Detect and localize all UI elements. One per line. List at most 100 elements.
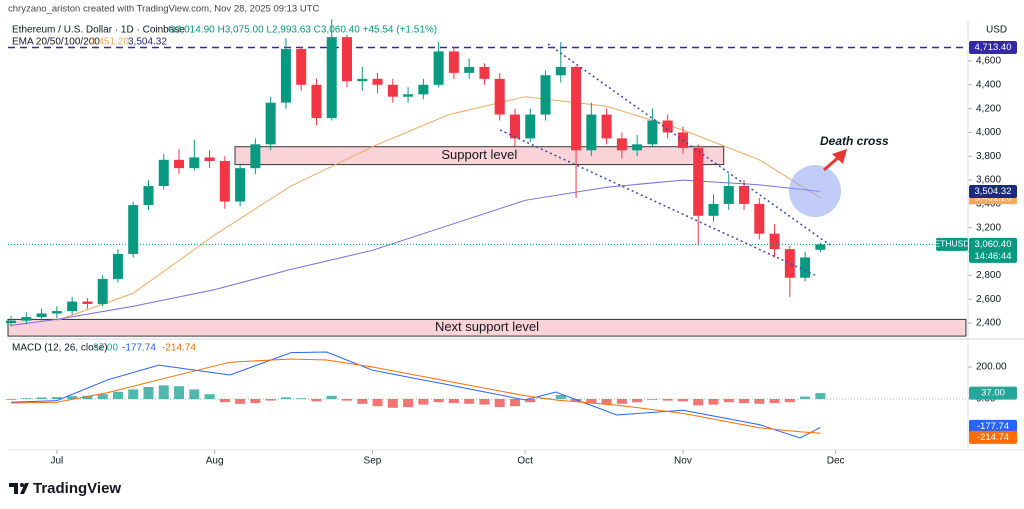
y-tick-label: 3,200 <box>976 222 1001 233</box>
candle-body <box>555 66 566 76</box>
histogram-bar <box>464 398 475 404</box>
last-price-bg <box>969 237 1017 263</box>
histogram-bar <box>754 398 765 404</box>
histogram-bar <box>6 398 17 400</box>
histogram-bar <box>311 398 322 402</box>
ema-line <box>56 96 821 322</box>
candle-body <box>342 37 353 82</box>
currency: USD <box>986 25 1007 36</box>
candle-body <box>723 186 734 204</box>
death-cross-marker <box>789 165 841 217</box>
histogram-label-bg <box>969 386 1017 400</box>
candle-body <box>525 114 536 139</box>
candle-body <box>67 301 78 312</box>
histogram-bar <box>82 395 93 399</box>
histogram-bar <box>280 397 291 399</box>
y-tick-label: 2,800 <box>976 270 1001 281</box>
macd-value: -177.74 <box>122 343 156 354</box>
y-tick-label: 4,200 <box>976 103 1001 114</box>
logo-icon <box>9 483 29 494</box>
macd-title: MACD (12, 26, close) <box>12 343 108 354</box>
symbol: Ethereum / U.S. Dollar · 1D · Coinbase <box>12 25 185 36</box>
macd-label-bg <box>969 419 1017 433</box>
zone-label: Next support level <box>435 319 539 334</box>
histogram-label: 37.00 <box>981 388 1005 399</box>
x-tick-label: Jul <box>50 456 63 467</box>
histogram-bar <box>616 398 627 404</box>
zone-label: Support level <box>441 147 517 162</box>
candle-body <box>784 249 795 278</box>
histogram-bar <box>112 391 123 399</box>
candle-body <box>265 102 276 145</box>
histogram-bar <box>372 398 383 407</box>
macd-line <box>11 358 821 434</box>
histogram-bar <box>723 398 734 403</box>
histogram-bar <box>494 398 505 407</box>
brand: TradingView <box>33 480 121 497</box>
candle-body <box>112 253 123 279</box>
candle-body <box>479 66 490 79</box>
macd-label-bg <box>969 430 1017 444</box>
histogram-bar <box>296 398 307 399</box>
candle-body <box>21 317 32 321</box>
histogram-bar <box>403 398 414 407</box>
candle-body <box>189 157 200 169</box>
candle-body <box>433 51 444 85</box>
candle-body <box>158 159 169 187</box>
logo-dot <box>20 483 24 487</box>
y-tick-label: 4,600 <box>976 56 1001 67</box>
candle-body <box>128 205 139 254</box>
candle-body <box>662 120 673 133</box>
indicator-value: 3,504.32 <box>128 37 167 48</box>
histogram-bar <box>784 398 795 403</box>
x-tick-label: Sep <box>364 456 382 467</box>
candle-body <box>219 161 230 202</box>
candle-body <box>815 244 826 250</box>
histogram-bar <box>418 398 429 405</box>
candle-body <box>6 320 17 323</box>
histogram-bar <box>97 394 108 399</box>
y-tick-label: 3,800 <box>976 151 1001 162</box>
candle-body <box>632 144 643 151</box>
histogram-bar <box>250 398 261 403</box>
candle-body <box>586 114 597 151</box>
candle-body <box>280 49 291 103</box>
candle-body <box>174 159 185 169</box>
x-tick-label: Aug <box>206 456 224 467</box>
macd-label: -177.74 <box>977 421 1009 432</box>
plot-layer: 2,4002,6002,8003,0003,2003,4003,6003,800… <box>6 19 1017 467</box>
indicator: EMA 20/50/100/200 <box>12 37 100 48</box>
macd-label: -214.74 <box>977 432 1009 443</box>
histogram-bar <box>143 387 154 399</box>
histogram-bar <box>632 398 643 403</box>
ema-label: 3,504.32 <box>975 186 1012 197</box>
histogram-bar <box>204 394 215 399</box>
candle-body <box>616 138 627 151</box>
candle-body <box>204 157 215 162</box>
candle-body <box>387 84 398 97</box>
high-line-label: 4,713.40 <box>975 42 1012 53</box>
y-tick-label: 3,600 <box>976 175 1001 186</box>
zone <box>234 146 725 166</box>
candle-body <box>800 257 811 278</box>
histogram-bar <box>693 398 704 406</box>
y-tick-label: 2,400 <box>976 318 1001 329</box>
histogram-bar <box>433 398 444 403</box>
y-tick-label: 200.00 <box>976 362 1007 373</box>
annotation: Death cross <box>820 134 889 148</box>
candle-body <box>143 186 154 206</box>
candle-body <box>235 168 246 202</box>
histogram-bar <box>815 393 826 399</box>
histogram-bar <box>769 398 780 403</box>
histogram-bar <box>586 398 597 403</box>
candle-body <box>51 311 62 314</box>
histogram-bar <box>235 398 246 404</box>
indicator-value: 3,451.20 <box>90 37 129 48</box>
candle-body <box>494 78 505 115</box>
candle-body <box>448 51 459 73</box>
histogram-bar <box>601 398 612 405</box>
candle-body <box>754 203 765 234</box>
high-line-label-bg <box>969 40 1017 54</box>
candle-body <box>296 49 307 85</box>
